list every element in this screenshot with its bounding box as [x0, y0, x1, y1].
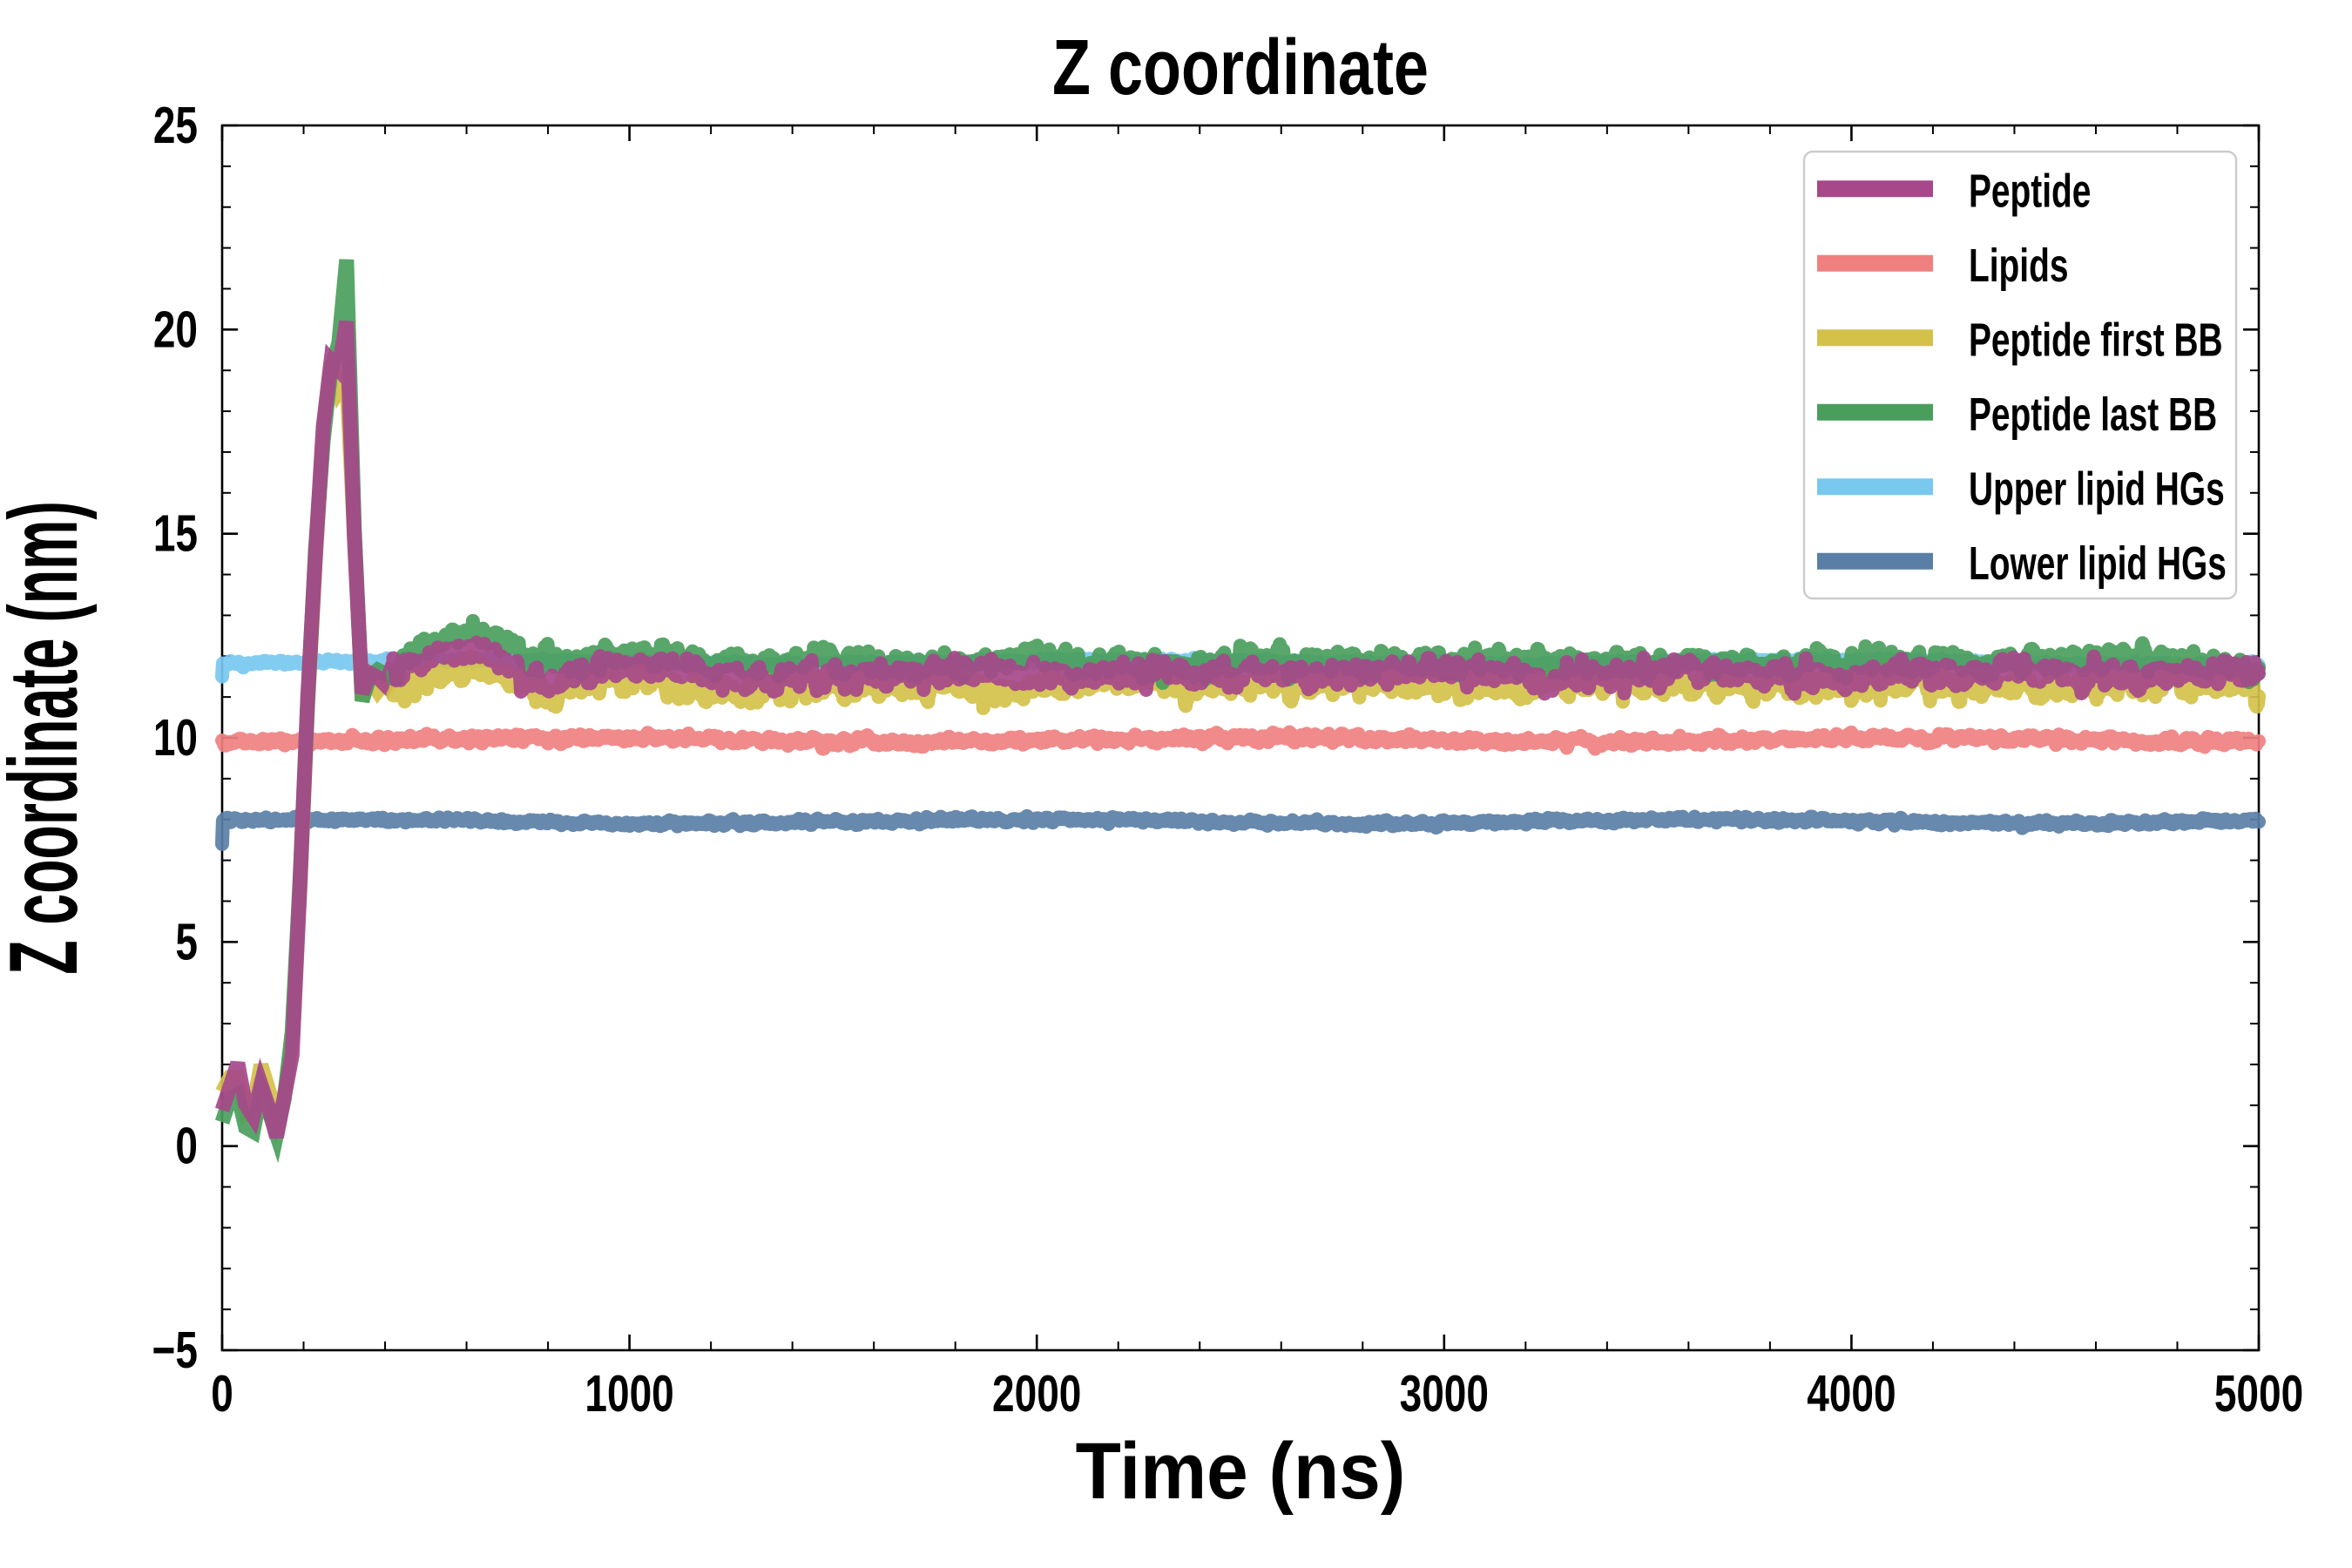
- svg-text:Time (ns): Time (ns): [1076, 1426, 1406, 1516]
- svg-text:−5: −5: [152, 1322, 198, 1380]
- svg-text:10: 10: [153, 710, 198, 767]
- svg-text:Peptide: Peptide: [1969, 164, 2091, 217]
- svg-text:20: 20: [153, 301, 198, 359]
- svg-text:Peptide last BB: Peptide last BB: [1969, 388, 2217, 441]
- svg-text:Z coordinate: Z coordinate: [1052, 24, 1429, 111]
- svg-text:1000: 1000: [585, 1366, 673, 1423]
- svg-text:3000: 3000: [1400, 1366, 1489, 1423]
- svg-text:Peptide first BB: Peptide first BB: [1969, 313, 2223, 366]
- svg-text:5000: 5000: [2214, 1366, 2303, 1423]
- svg-text:4000: 4000: [1807, 1366, 1896, 1423]
- svg-text:Z coordinate (nm): Z coordinate (nm): [0, 501, 98, 975]
- svg-text:0: 0: [175, 1118, 198, 1175]
- svg-text:15: 15: [153, 505, 198, 563]
- svg-text:2000: 2000: [992, 1366, 1081, 1423]
- svg-text:Lipids: Lipids: [1969, 239, 2068, 292]
- svg-text:Upper lipid HGs: Upper lipid HGs: [1969, 462, 2225, 515]
- svg-text:Lower lipid HGs: Lower lipid HGs: [1969, 537, 2227, 590]
- svg-text:0: 0: [211, 1366, 233, 1423]
- svg-text:25: 25: [153, 98, 198, 155]
- svg-text:5: 5: [175, 914, 198, 971]
